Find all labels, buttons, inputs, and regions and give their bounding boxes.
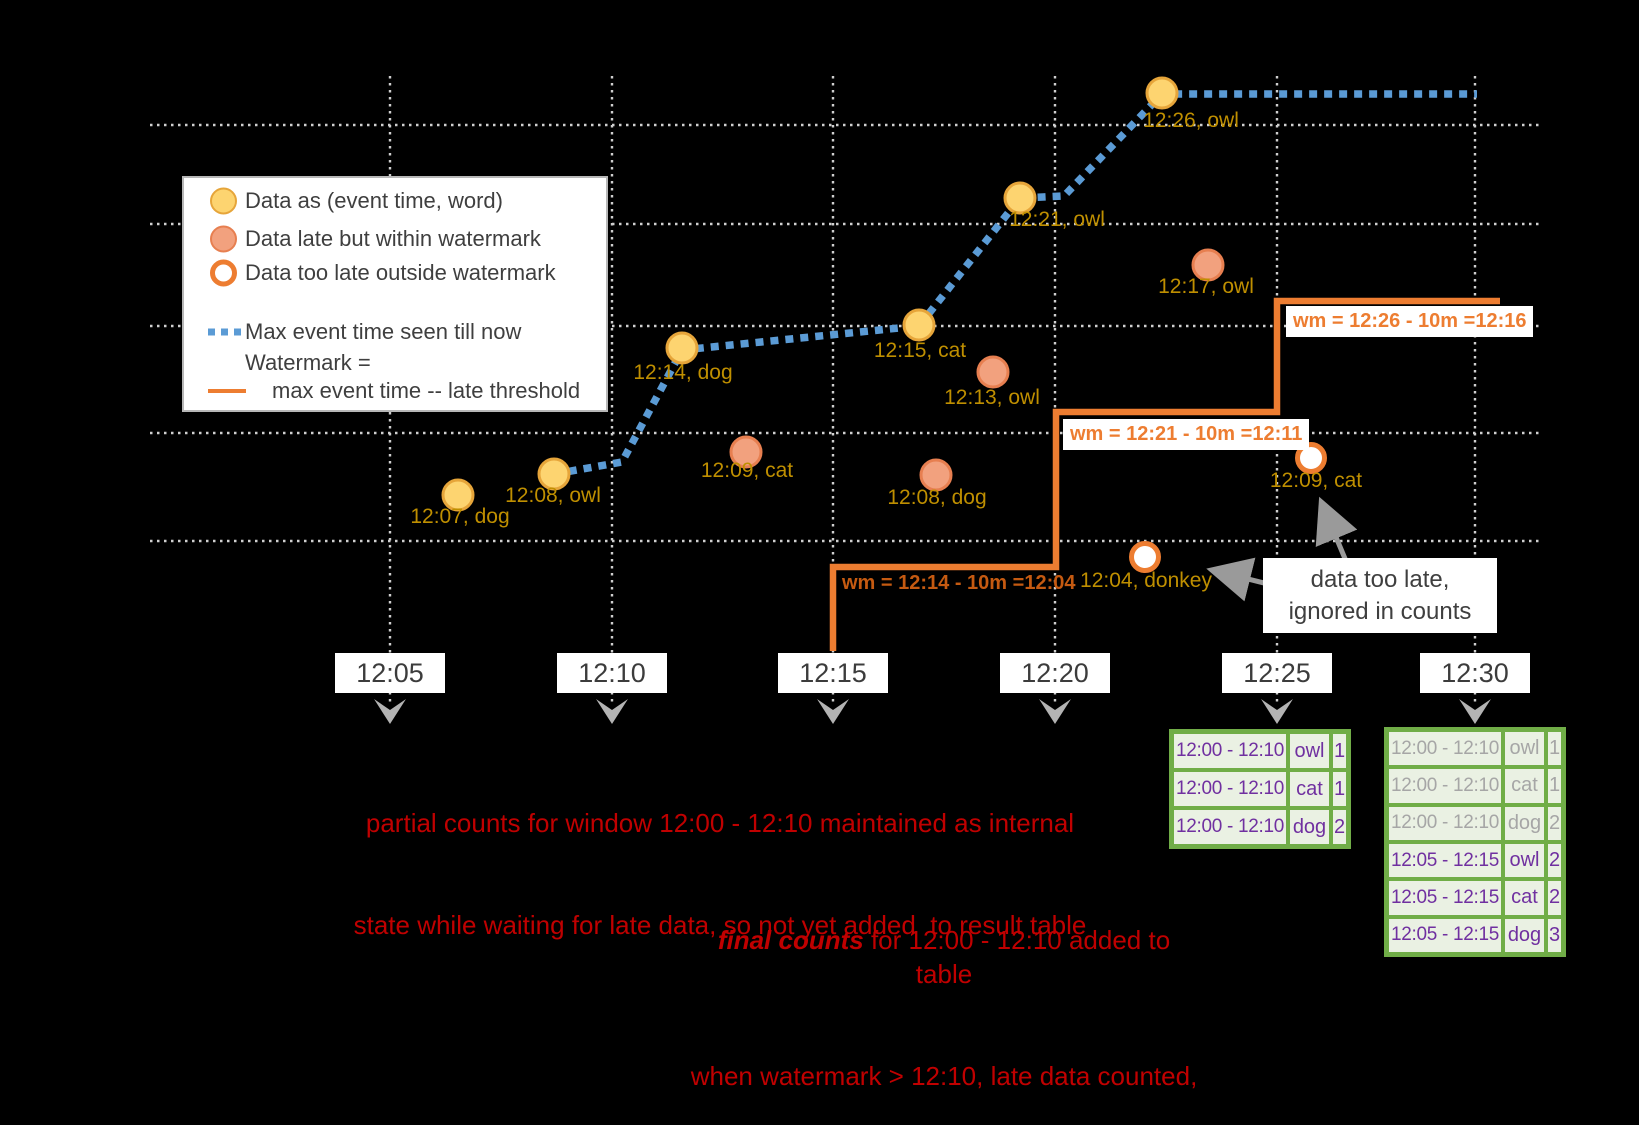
table-cell-count: 1 bbox=[1548, 769, 1561, 803]
legend-label: Data too late outside watermark bbox=[245, 260, 556, 285]
table-cell-word: cat bbox=[1505, 769, 1544, 803]
salmon-circle-icon bbox=[210, 225, 237, 253]
point-12-17-owl bbox=[1191, 248, 1225, 282]
legend-item-watermark: Watermark = bbox=[184, 348, 606, 378]
table-cell-window: 12:05 - 12:15 bbox=[1389, 918, 1501, 952]
table-cell-count: 1 bbox=[1333, 734, 1346, 768]
result-table-12-30: 12:00 - 12:10 owl 1 12:00 - 12:10 cat 1 … bbox=[1384, 727, 1566, 957]
legend-label: max event time -- late threshold bbox=[272, 378, 581, 403]
table-cell-window: 12:00 - 12:10 bbox=[1389, 769, 1501, 803]
point-label: 12:21, owl bbox=[1009, 208, 1105, 231]
table-cell-window: 12:05 - 12:15 bbox=[1389, 881, 1501, 915]
note-line: state while waiting for late data, so no… bbox=[353, 910, 1087, 940]
max-event-time-line bbox=[553, 90, 1477, 478]
note-line: when watermark > 12:10, late data counte… bbox=[690, 1061, 1198, 1091]
table-cell-window: 12:00 - 12:10 bbox=[1174, 810, 1286, 844]
blue-dotted-line-icon bbox=[208, 328, 248, 336]
time-label-12-25: 12:25 bbox=[1222, 653, 1332, 693]
callout-line2: ignored in counts bbox=[1288, 598, 1472, 625]
table-cell-count: 3 bbox=[1548, 918, 1561, 952]
time-label-12-30: 12:30 bbox=[1420, 653, 1530, 693]
watermark-annotation-1: wm = 12:14 - 10m =12:04 bbox=[842, 572, 1076, 594]
table-cell-word: owl bbox=[1505, 732, 1544, 766]
point-12-07-dog bbox=[441, 478, 475, 512]
axis-arrowheads bbox=[374, 699, 1491, 724]
final-counts-emphasis: final counts bbox=[717, 925, 864, 955]
legend-label: Data late but within watermark bbox=[245, 226, 541, 251]
point-12-26-owl bbox=[1145, 76, 1179, 110]
note-line-rest: for 12:00 - 12:10 added to table bbox=[863, 925, 1178, 989]
point-12-08-dog bbox=[919, 458, 953, 492]
legend-item-too-late: Data too late outside watermark bbox=[184, 258, 606, 288]
callout-line1: data too late, bbox=[1310, 566, 1450, 593]
table-cell-word: dog bbox=[1505, 806, 1544, 840]
table-cell-window: 12:05 - 12:15 bbox=[1389, 843, 1501, 878]
time-label-12-20: 12:20 bbox=[1000, 653, 1110, 693]
table-cell-window: 12:00 - 12:10 bbox=[1174, 772, 1286, 806]
table-cell-count: 2 bbox=[1548, 806, 1561, 840]
point-label: 12:09, cat bbox=[1269, 469, 1363, 492]
yellow-circle-icon bbox=[210, 187, 237, 215]
legend-item-on-time: Data as (event time, word) bbox=[184, 186, 606, 216]
table-cell-word: cat bbox=[1290, 772, 1329, 806]
table-cell-count: 1 bbox=[1333, 772, 1346, 806]
point-label: 12:17, owl bbox=[1158, 275, 1254, 298]
partial-counts-note: partial counts for window 12:00 - 12:10 … bbox=[330, 738, 1110, 1010]
watermark-annotation-3: wm = 12:26 - 10m =12:16 bbox=[1286, 306, 1534, 337]
point-label: 12:13, owl bbox=[944, 386, 1040, 409]
table-cell-window: 12:00 - 12:10 bbox=[1389, 806, 1501, 840]
legend-item-watermark-line2: max event time -- late threshold bbox=[184, 376, 606, 406]
point-12-04-donkey bbox=[1129, 541, 1161, 573]
legend-item-late: Data late but within watermark bbox=[184, 224, 606, 254]
time-label-12-15: 12:15 bbox=[778, 653, 888, 693]
table-cell-word: cat bbox=[1505, 881, 1544, 915]
note-line: final counts for 12:00 - 12:10 added to … bbox=[688, 923, 1200, 991]
time-label-12-10: 12:10 bbox=[557, 653, 667, 693]
point-12-09-cat-late bbox=[729, 435, 763, 469]
legend-label: Max event time seen till now bbox=[245, 319, 522, 344]
table-cell-word: owl bbox=[1505, 843, 1544, 878]
table-cell-count: 1 bbox=[1548, 732, 1561, 766]
data-points-on-time bbox=[441, 76, 1179, 512]
data-points-too-late bbox=[1129, 442, 1327, 573]
table-cell-word: owl bbox=[1290, 734, 1329, 768]
point-label: 12:08, dog bbox=[887, 486, 987, 509]
time-label-12-05: 12:05 bbox=[335, 653, 445, 693]
point-12-13-owl bbox=[976, 355, 1010, 389]
open-circle-icon bbox=[210, 259, 237, 287]
legend: Data as (event time, word) Data late but… bbox=[182, 176, 608, 412]
final-counts-note: final counts for 12:00 - 12:10 added to … bbox=[688, 855, 1200, 1125]
point-12-08-owl bbox=[537, 457, 571, 491]
point-label: 12:09, cat bbox=[700, 459, 794, 482]
table-cell-word: dog bbox=[1505, 918, 1544, 952]
point-label: 12:14, dog bbox=[633, 361, 733, 384]
legend-label: Watermark = bbox=[245, 350, 371, 375]
table-cell-window: 12:00 - 12:10 bbox=[1389, 732, 1501, 766]
point-12-14-dog bbox=[665, 331, 699, 365]
point-label: 12:07, dog bbox=[410, 505, 510, 528]
point-label: 12:26, owl bbox=[1143, 109, 1239, 132]
table-cell-window: 12:00 - 12:10 bbox=[1174, 734, 1286, 768]
table-cell-count: 2 bbox=[1548, 843, 1561, 878]
result-table-12-25: 12:00 - 12:10 owl 1 12:00 - 12:10 cat 1 … bbox=[1169, 729, 1351, 849]
point-12-09-cat-toolate bbox=[1295, 442, 1327, 474]
point-12-21-owl bbox=[1003, 181, 1037, 215]
legend-item-max-event-time: Max event time seen till now bbox=[184, 317, 606, 347]
table-cell-count: 2 bbox=[1548, 881, 1561, 915]
table-cell-word: dog bbox=[1290, 810, 1329, 844]
point-label: 12:15, cat bbox=[873, 339, 967, 362]
table-cell-count: 2 bbox=[1333, 810, 1346, 844]
watermark-line bbox=[829, 297, 1500, 651]
point-label: 12:08, owl bbox=[505, 484, 601, 507]
too-late-callout: data too late, ignored in counts bbox=[1263, 558, 1497, 633]
point-label: 12:04, donkey bbox=[1080, 569, 1212, 592]
data-points-late bbox=[729, 248, 1225, 492]
legend-label: Data as (event time, word) bbox=[245, 188, 503, 213]
note-line: partial counts for window 12:00 - 12:10 … bbox=[365, 808, 1075, 838]
point-12-15-cat bbox=[902, 308, 936, 342]
watermark-annotation-2: wm = 12:21 - 10m =12:11 bbox=[1063, 419, 1310, 450]
orange-line-icon bbox=[208, 389, 246, 393]
